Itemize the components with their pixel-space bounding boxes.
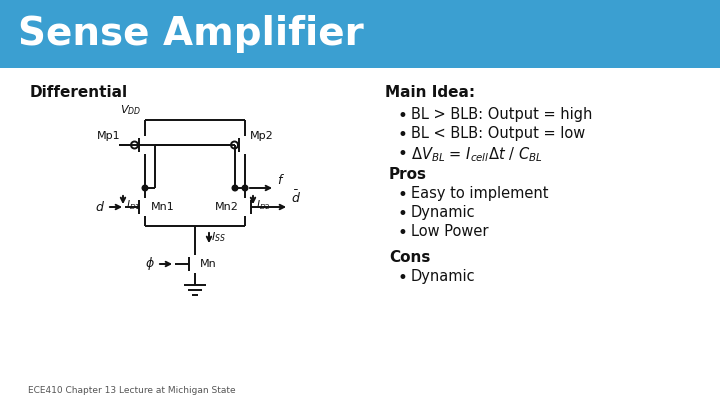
Text: Main Idea:: Main Idea:	[385, 85, 475, 100]
Text: •: •	[397, 224, 407, 242]
Text: •: •	[397, 145, 407, 163]
Text: Dynamic: Dynamic	[411, 269, 476, 284]
Text: $I_{D1}$: $I_{D1}$	[126, 198, 140, 212]
Text: $\phi$: $\phi$	[145, 256, 155, 273]
Text: •: •	[397, 186, 407, 204]
Text: Mn1: Mn1	[151, 202, 175, 212]
Text: $I_{SS}$: $I_{SS}$	[211, 230, 226, 244]
Text: •: •	[397, 205, 407, 223]
Text: Pros: Pros	[389, 167, 427, 182]
Text: Sense Amplifier: Sense Amplifier	[18, 15, 364, 53]
Text: $d$: $d$	[95, 200, 105, 214]
Circle shape	[232, 185, 238, 191]
Text: ECE410 Chapter 13 Lecture at Michigan State: ECE410 Chapter 13 Lecture at Michigan St…	[28, 386, 235, 395]
Text: $\Delta V_{BL}$ = $I_{cell}$$\Delta t$ / $C_{BL}$: $\Delta V_{BL}$ = $I_{cell}$$\Delta t$ /…	[411, 145, 542, 164]
FancyBboxPatch shape	[0, 0, 720, 68]
Text: BL > BLB: Output = high: BL > BLB: Output = high	[411, 107, 593, 122]
Text: Dynamic: Dynamic	[411, 205, 476, 220]
Circle shape	[142, 185, 148, 191]
Text: $V_{DD}$: $V_{DD}$	[120, 103, 141, 117]
Text: Easy to implement: Easy to implement	[411, 186, 549, 201]
Text: Low Power: Low Power	[411, 224, 488, 239]
Text: Cons: Cons	[389, 250, 431, 265]
Circle shape	[242, 185, 248, 191]
Text: Mp2: Mp2	[250, 131, 274, 141]
Text: Mn: Mn	[200, 259, 217, 269]
Text: Mp1: Mp1	[97, 131, 121, 141]
Text: •: •	[397, 107, 407, 125]
Text: $I_{D2}$: $I_{D2}$	[256, 198, 271, 212]
Text: BL < BLB: Output = low: BL < BLB: Output = low	[411, 126, 585, 141]
Text: •: •	[397, 126, 407, 144]
Text: $f$: $f$	[277, 173, 285, 187]
Text: Differential: Differential	[30, 85, 128, 100]
Text: •: •	[397, 269, 407, 287]
Text: $\bar{d}$: $\bar{d}$	[291, 190, 301, 206]
Text: Mn2: Mn2	[215, 202, 239, 212]
